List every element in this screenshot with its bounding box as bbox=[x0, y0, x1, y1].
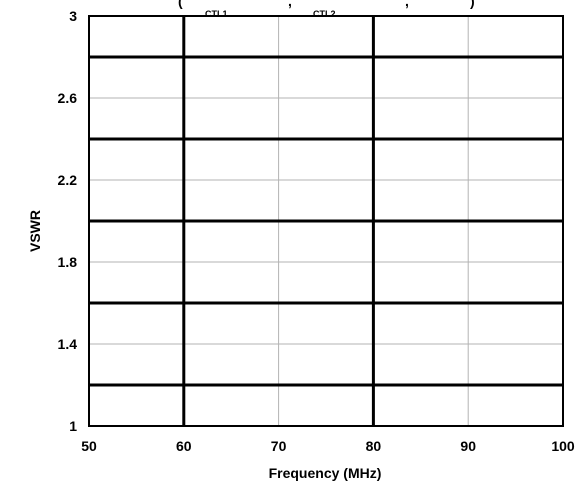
title-close-paren: ) bbox=[470, 0, 475, 9]
y-tick-label: 2.6 bbox=[58, 90, 78, 106]
major-grid bbox=[89, 16, 563, 426]
x-tick-labels: 50 60 70 80 90 100 bbox=[81, 438, 575, 454]
title-comma: , bbox=[288, 0, 292, 9]
plot-frame bbox=[88, 15, 564, 427]
title-sub-ctl1: CTL1 bbox=[205, 9, 228, 19]
title-sub-ctl2: CTL2 bbox=[313, 9, 336, 19]
x-tick-label: 50 bbox=[81, 438, 97, 454]
y-tick-label: 3 bbox=[69, 8, 77, 24]
y-tick-labels: 1 1.4 1.8 2.2 2.6 3 bbox=[58, 8, 78, 434]
x-axis-title: Frequency (MHz) bbox=[269, 465, 382, 481]
x-tick-label: 100 bbox=[551, 438, 575, 454]
y-tick-label: 1 bbox=[69, 418, 77, 434]
chart-title: ( CTL1 , CTL2 , ) bbox=[178, 0, 475, 19]
x-tick-label: 80 bbox=[366, 438, 382, 454]
title-open-paren: ( bbox=[178, 0, 183, 9]
x-tick-label: 60 bbox=[176, 438, 192, 454]
y-tick-label: 1.8 bbox=[58, 254, 78, 270]
x-tick-label: 90 bbox=[460, 438, 476, 454]
y-axis-title: VSWR bbox=[27, 210, 43, 252]
y-tick-label: 1.4 bbox=[58, 336, 78, 352]
x-tick-label: 70 bbox=[271, 438, 287, 454]
y-tick-label: 2.2 bbox=[58, 172, 78, 188]
title-tail: , bbox=[405, 0, 409, 9]
